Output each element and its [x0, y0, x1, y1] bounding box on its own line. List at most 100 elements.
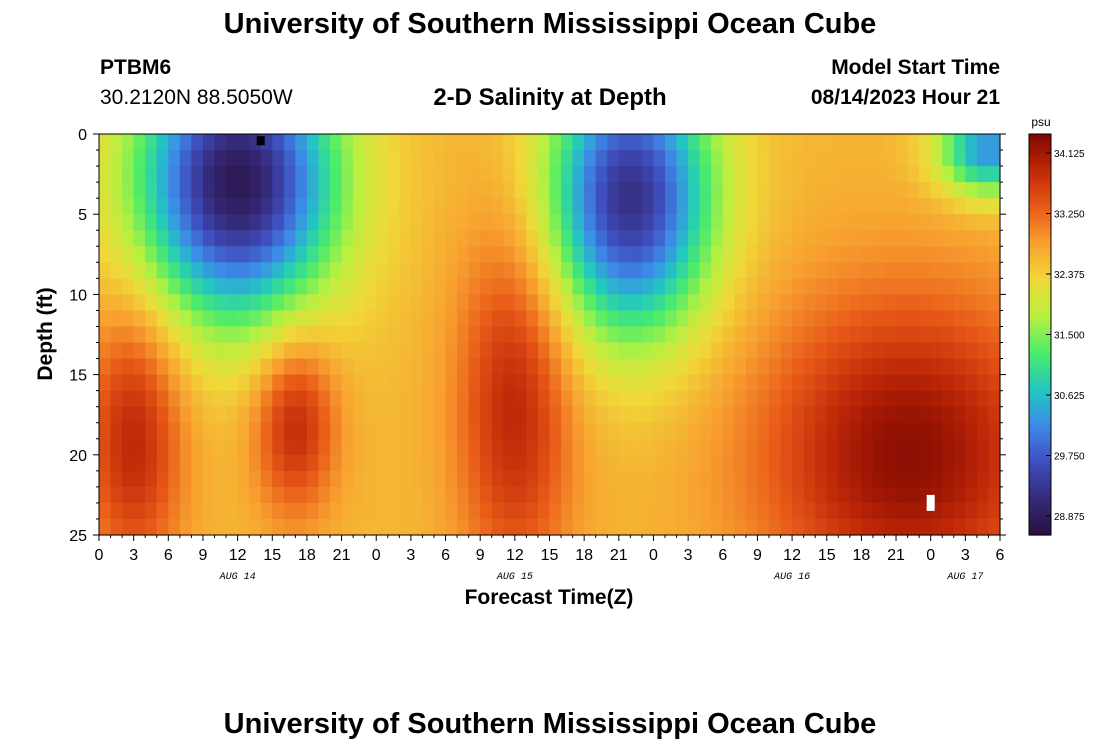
heatmap-cell: [792, 134, 805, 151]
heatmap-cell: [214, 502, 227, 520]
heatmap-cell: [260, 278, 273, 295]
heatmap-cell: [145, 198, 158, 215]
colorbar-segment: [1029, 194, 1051, 199]
heatmap-cell: [295, 150, 308, 167]
colorbar-segment: [1029, 521, 1051, 526]
heatmap-cell: [514, 166, 527, 183]
heatmap-cell: [260, 310, 273, 328]
heatmap-cell: [364, 502, 377, 520]
heatmap-cell: [503, 246, 516, 263]
heatmap-cell: [711, 278, 724, 295]
heatmap-cell: [110, 438, 123, 456]
heatmap-cell: [976, 438, 990, 456]
heatmap-cell: [399, 454, 412, 472]
heatmap-cell: [792, 502, 805, 520]
heatmap-cell: [584, 454, 597, 472]
heatmap-cell: [306, 342, 320, 360]
heatmap-cell: [295, 246, 308, 263]
heatmap-cell: [399, 214, 412, 231]
heatmap-cell: [272, 486, 285, 504]
heatmap-cell: [653, 182, 666, 199]
heatmap-cell: [537, 358, 551, 376]
heatmap-cell: [341, 150, 354, 167]
heatmap-cell: [653, 246, 666, 263]
heatmap-cell: [99, 358, 112, 376]
heatmap-cell: [364, 438, 377, 456]
heatmap-cell: [792, 422, 805, 440]
heatmap-cell: [561, 374, 574, 392]
heatmap-cell: [237, 390, 250, 408]
heatmap-cell: [330, 342, 343, 360]
heatmap-cell: [202, 182, 216, 199]
date-label: AUG 15: [496, 572, 533, 583]
heatmap-cell: [376, 390, 389, 408]
heatmap-cell: [976, 326, 990, 344]
colorbar-segment: [1029, 421, 1051, 426]
heatmap-cell: [480, 262, 493, 279]
heatmap-cell: [249, 470, 262, 488]
heatmap-cell: [953, 150, 966, 167]
heatmap-cell: [514, 230, 527, 247]
heatmap-cell: [202, 358, 216, 376]
colorbar-segment: [1029, 264, 1051, 269]
heatmap-cell: [537, 518, 551, 536]
heatmap-cell: [133, 134, 146, 151]
heatmap-cell: [422, 134, 435, 151]
colorbar-segment: [1029, 137, 1051, 142]
heatmap-cell: [526, 438, 539, 456]
heatmap-cell: [618, 342, 631, 360]
heatmap-cell: [202, 518, 216, 536]
heatmap-cell: [179, 230, 193, 247]
heatmap-cell: [122, 342, 135, 360]
heatmap-cell: [468, 214, 481, 231]
heatmap-cell: [457, 198, 470, 215]
heatmap-cell: [410, 358, 424, 376]
heatmap-cell: [607, 150, 620, 167]
heatmap-cell: [722, 278, 735, 295]
heatmap-cell: [549, 294, 562, 312]
heatmap-cell: [953, 294, 966, 312]
heatmap-cell: [214, 198, 227, 215]
heatmap-cell: [168, 182, 181, 199]
heatmap-cell: [145, 470, 158, 488]
heatmap-cell: [272, 262, 285, 279]
heatmap-cell: [780, 454, 793, 472]
heatmap-cell: [480, 294, 493, 312]
heatmap-cell: [145, 214, 158, 231]
heatmap-cell: [99, 278, 112, 295]
heatmap-cell: [468, 358, 481, 376]
heatmap-cell: [537, 150, 551, 167]
heatmap-cell: [318, 198, 331, 215]
heatmap-cell: [457, 454, 470, 472]
heatmap-cell: [653, 438, 666, 456]
heatmap-cell: [457, 230, 470, 247]
heatmap-cell: [826, 150, 839, 167]
heatmap-cell: [99, 406, 112, 424]
heatmap-cell: [306, 454, 320, 472]
heatmap-cell: [318, 310, 331, 328]
heatmap-cell: [584, 390, 597, 408]
heatmap-cell: [156, 406, 169, 424]
heatmap-cell: [214, 230, 227, 247]
heatmap-cell: [537, 134, 551, 151]
heatmap-cell: [353, 502, 366, 520]
heatmap-cell: [191, 134, 204, 151]
heatmap-cell: [572, 342, 585, 360]
heatmap-cell: [849, 470, 862, 488]
heatmap-cell: [584, 230, 597, 247]
heatmap-cell: [792, 390, 805, 408]
heatmap-cell: [491, 390, 504, 408]
heatmap-grid: [99, 134, 1001, 536]
heatmap-cell: [260, 518, 273, 536]
heatmap-cell: [249, 438, 262, 456]
heatmap-cell: [688, 390, 701, 408]
main-title: University of Southern Mississippi Ocean…: [223, 8, 877, 40]
heatmap-cell: [630, 166, 643, 183]
heatmap-cell: [872, 486, 886, 504]
heatmap-cell: [168, 358, 181, 376]
heatmap-cell: [457, 294, 470, 312]
heatmap-cell: [907, 518, 920, 536]
heatmap-cell: [410, 198, 424, 215]
heatmap-cell: [584, 502, 597, 520]
heatmap-cell: [110, 310, 123, 328]
